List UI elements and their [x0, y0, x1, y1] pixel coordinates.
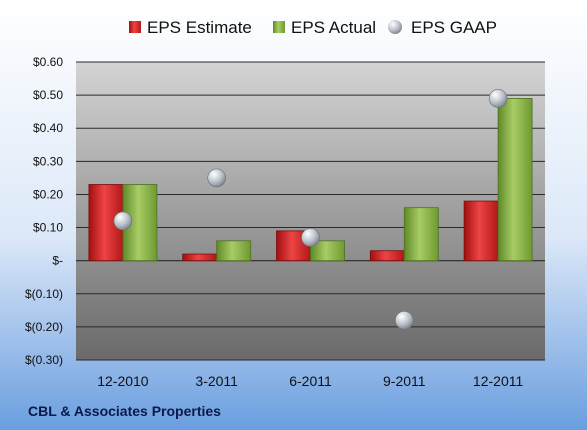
point-eps-gaap [394, 310, 414, 330]
y-tick-label: $- [52, 254, 63, 268]
bar-eps-estimate [369, 250, 405, 262]
gaap-points [113, 89, 508, 330]
bar-eps-actual [310, 240, 345, 262]
point-eps-gaap [113, 211, 133, 231]
company-name: CBL & Associates Properties [28, 403, 221, 419]
y-tick-label: $(0.20) [25, 320, 63, 334]
legend-label-estimate: EPS Estimate [147, 18, 252, 37]
y-tick-label: $0.60 [33, 55, 63, 69]
x-axis-categories: 12-2010 3-2011 6-2011 9-2011 12-2011 [97, 373, 523, 389]
legend-swatch-actual [273, 21, 285, 33]
y-tick-label: $(0.30) [25, 353, 63, 367]
legend: EPS Estimate EPS Actual EPS GAAP [129, 18, 497, 37]
x-category-label: 12-2011 [473, 373, 524, 389]
y-tick-label: $0.20 [33, 187, 63, 201]
point-eps-gaap [301, 228, 320, 247]
bar-eps-actual [497, 98, 533, 262]
bar-eps-estimate [182, 253, 218, 262]
point-eps-gaap [207, 168, 226, 188]
y-tick-label: $0.50 [33, 88, 63, 102]
legend-swatch-gaap [388, 20, 402, 34]
x-category-label: 9-2011 [383, 373, 426, 389]
legend-swatch-estimate [129, 21, 141, 33]
legend-label-gaap: EPS GAAP [411, 18, 497, 37]
bar-eps-actual [216, 240, 252, 262]
point-eps-gaap [488, 89, 508, 108]
y-tick-label: $0.40 [33, 121, 63, 135]
legend-label-actual: EPS Actual [291, 18, 376, 37]
x-category-label: 12-2010 [97, 373, 149, 389]
y-tick-label: $0.10 [33, 221, 63, 235]
bar-eps-estimate [463, 200, 499, 262]
x-category-label: 3-2011 [195, 373, 238, 389]
y-tick-label: $(0.10) [25, 287, 63, 301]
bar-eps-actual [403, 207, 439, 262]
x-category-label: 6-2011 [289, 373, 332, 389]
y-tick-label: $0.30 [33, 154, 63, 168]
y-axis-ticks: $0.60 $0.50 $0.40 $0.30 $0.20 $0.10 $- $(0.10) $… [25, 55, 63, 367]
